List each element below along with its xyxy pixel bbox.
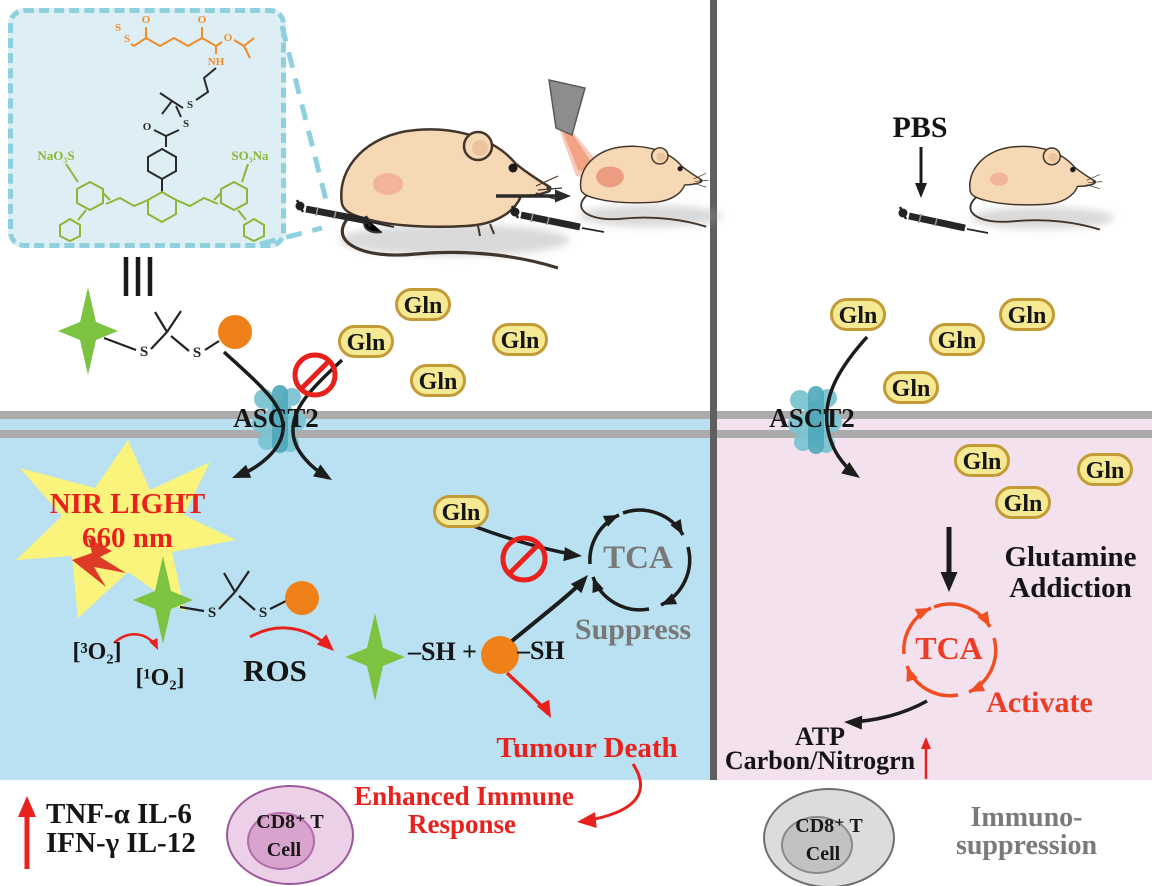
gln-token: Gln (433, 495, 489, 528)
cytokines-label-line1: TNF-α IL-6 (46, 798, 192, 830)
syringe-icon (510, 205, 605, 233)
gln-token: Gln (995, 486, 1051, 519)
nir-light-label: NIR LIGHT (49, 488, 206, 520)
probe-molecule-extracellular: S S (58, 287, 252, 375)
gln-token: Gln (999, 298, 1055, 331)
cd8-label: CD8⁺ T (256, 811, 324, 833)
immunosuppression-label2: suppression (955, 830, 1098, 861)
green-dye-star-icon (58, 287, 118, 375)
syringe-icon (295, 199, 395, 228)
orange-drug-ball-icon (218, 315, 252, 349)
svg-text:S: S (193, 345, 201, 361)
asct2-label: ASCT2 (769, 403, 855, 433)
svg-text:S: S (140, 344, 148, 360)
gln-token: Gln (410, 364, 466, 397)
tca-label: TCA (603, 540, 673, 576)
mouse-shadow (970, 207, 1114, 229)
cd8-tcell-suppressed-nucleus (781, 816, 853, 874)
gln-token: Gln (395, 288, 451, 321)
gln-token: Gln (338, 325, 394, 358)
cytokine-increase-arrow (18, 796, 36, 869)
laser-beam-glow (558, 126, 616, 184)
thiol-label: –SH (517, 636, 565, 665)
tumor-spot (990, 172, 1008, 186)
thiol-plus-label: –SH + (408, 637, 477, 666)
carbon-nitrogen-label: Carbon/Nitrogrn (724, 746, 916, 775)
treatment-arrow (496, 189, 571, 203)
mouse-laser-treated (579, 145, 709, 228)
gln-token: Gln (492, 323, 548, 356)
asct2-label: ASCT2 (233, 403, 319, 433)
singlet-oxygen-label: [¹O₂] (135, 665, 185, 691)
laser-beam-core (561, 127, 600, 175)
pbs-label: PBS (892, 111, 948, 144)
membrane-outer-leaflet (0, 411, 1152, 419)
gln-token: Gln (883, 371, 939, 404)
gln-token: Gln (830, 298, 886, 331)
mouse-injected (340, 128, 563, 270)
atp-label: ATP (794, 722, 846, 751)
laser-device-icon (548, 79, 586, 137)
membrane-gap-right (713, 419, 1152, 430)
syringe-icon (898, 206, 989, 234)
gln-token: Gln (929, 323, 985, 356)
cd8-tcell-active-nucleus (247, 812, 315, 870)
nir-wavelength-label: 660 nm (81, 522, 174, 554)
enhanced-immune-label: Enhanced Immune (354, 781, 574, 811)
tca-label-activated: TCA (915, 630, 983, 666)
suppress-label: Suppress (574, 613, 692, 646)
gln-token: Gln (1077, 453, 1133, 486)
activate-label: Activate (986, 686, 1093, 719)
membrane-inner-leaflet (0, 430, 1152, 438)
mouse-shadow (340, 224, 570, 256)
pbs-arrow (915, 147, 927, 198)
membrane-gap-left (0, 419, 713, 430)
mouse-shadow (578, 205, 722, 227)
immunosuppression-label1: Immuno- (970, 802, 1083, 833)
triplet-oxygen-label: [³O₂] (72, 639, 122, 665)
prohibition-icon (292, 352, 338, 398)
cytokines-label-line2: IFN-γ IL-12 (46, 827, 196, 859)
gln-token: Gln (954, 444, 1010, 477)
tumour-death-label: Tumour Death (496, 732, 678, 764)
normal-cell-region (713, 438, 1152, 780)
ros-label: ROS (243, 653, 307, 688)
compound-structure-box (8, 8, 286, 248)
enhanced-immune-label2: Response (407, 809, 516, 839)
mouse-pbs-control (969, 145, 1103, 231)
glutamine-addiction-label1: Glutamine (1004, 541, 1137, 573)
cd8-label2: Cell (266, 839, 302, 861)
tumor-spot (373, 173, 403, 195)
equivalence-icon (123, 257, 153, 296)
cd8-label: CD8⁺ T (795, 815, 863, 837)
glutamine-addiction-label2: Addiction (1009, 572, 1132, 604)
panel-divider-line (710, 0, 717, 780)
tumor-spot (596, 166, 624, 188)
cd8-label2: Cell (805, 843, 841, 865)
